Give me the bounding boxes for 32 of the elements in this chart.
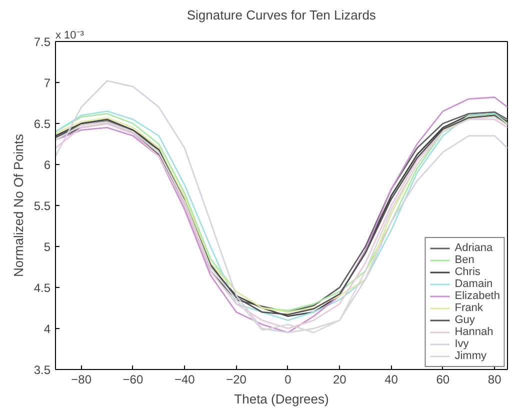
y-tick-label: 3.5 [34,363,51,377]
x-tick-label: −60 [122,372,144,386]
y-tick-label: 7.5 [34,35,51,49]
y-tick-label: 5 [44,240,51,254]
legend-label: Frank [454,302,483,314]
y-tick-label: 4.5 [34,281,51,295]
legend-label: Hannah [454,326,494,338]
chart-title: Signature Curves for Ten Lizards [186,8,376,22]
y-tick-label: 5.5 [34,199,51,213]
legend-label: Ben [454,254,475,266]
x-tick-label: 20 [332,372,347,386]
x-tick-label: −80 [71,372,92,386]
legend-label: Guy [454,314,475,326]
y-tick-label: 6.5 [34,117,51,131]
legend-label: Elizabeth [454,290,500,302]
legend-label: Ivy [454,338,470,350]
y-tick-label: 7 [44,76,51,90]
x-tick-label: −40 [174,372,196,386]
legend-label: Adriana [454,242,493,254]
legend-label: Damain [454,278,493,290]
y-axis-title: Normalized No Of Points [10,133,26,278]
x-tick-label: −20 [226,372,247,386]
y-tick-label: 6 [44,158,51,172]
x-tick-label: 40 [384,372,398,386]
x-tick-label: 0 [284,372,292,386]
y-tick-label: 4 [44,322,51,336]
x-axis-title: Theta (Degrees) [234,392,329,406]
annotation: x 10⁻³ [56,30,84,42]
x-tick-label: 60 [436,372,450,386]
legend-label: Jimmy [454,350,487,362]
x-tick-label: 80 [488,372,502,386]
legend-label: Chris [454,266,480,278]
